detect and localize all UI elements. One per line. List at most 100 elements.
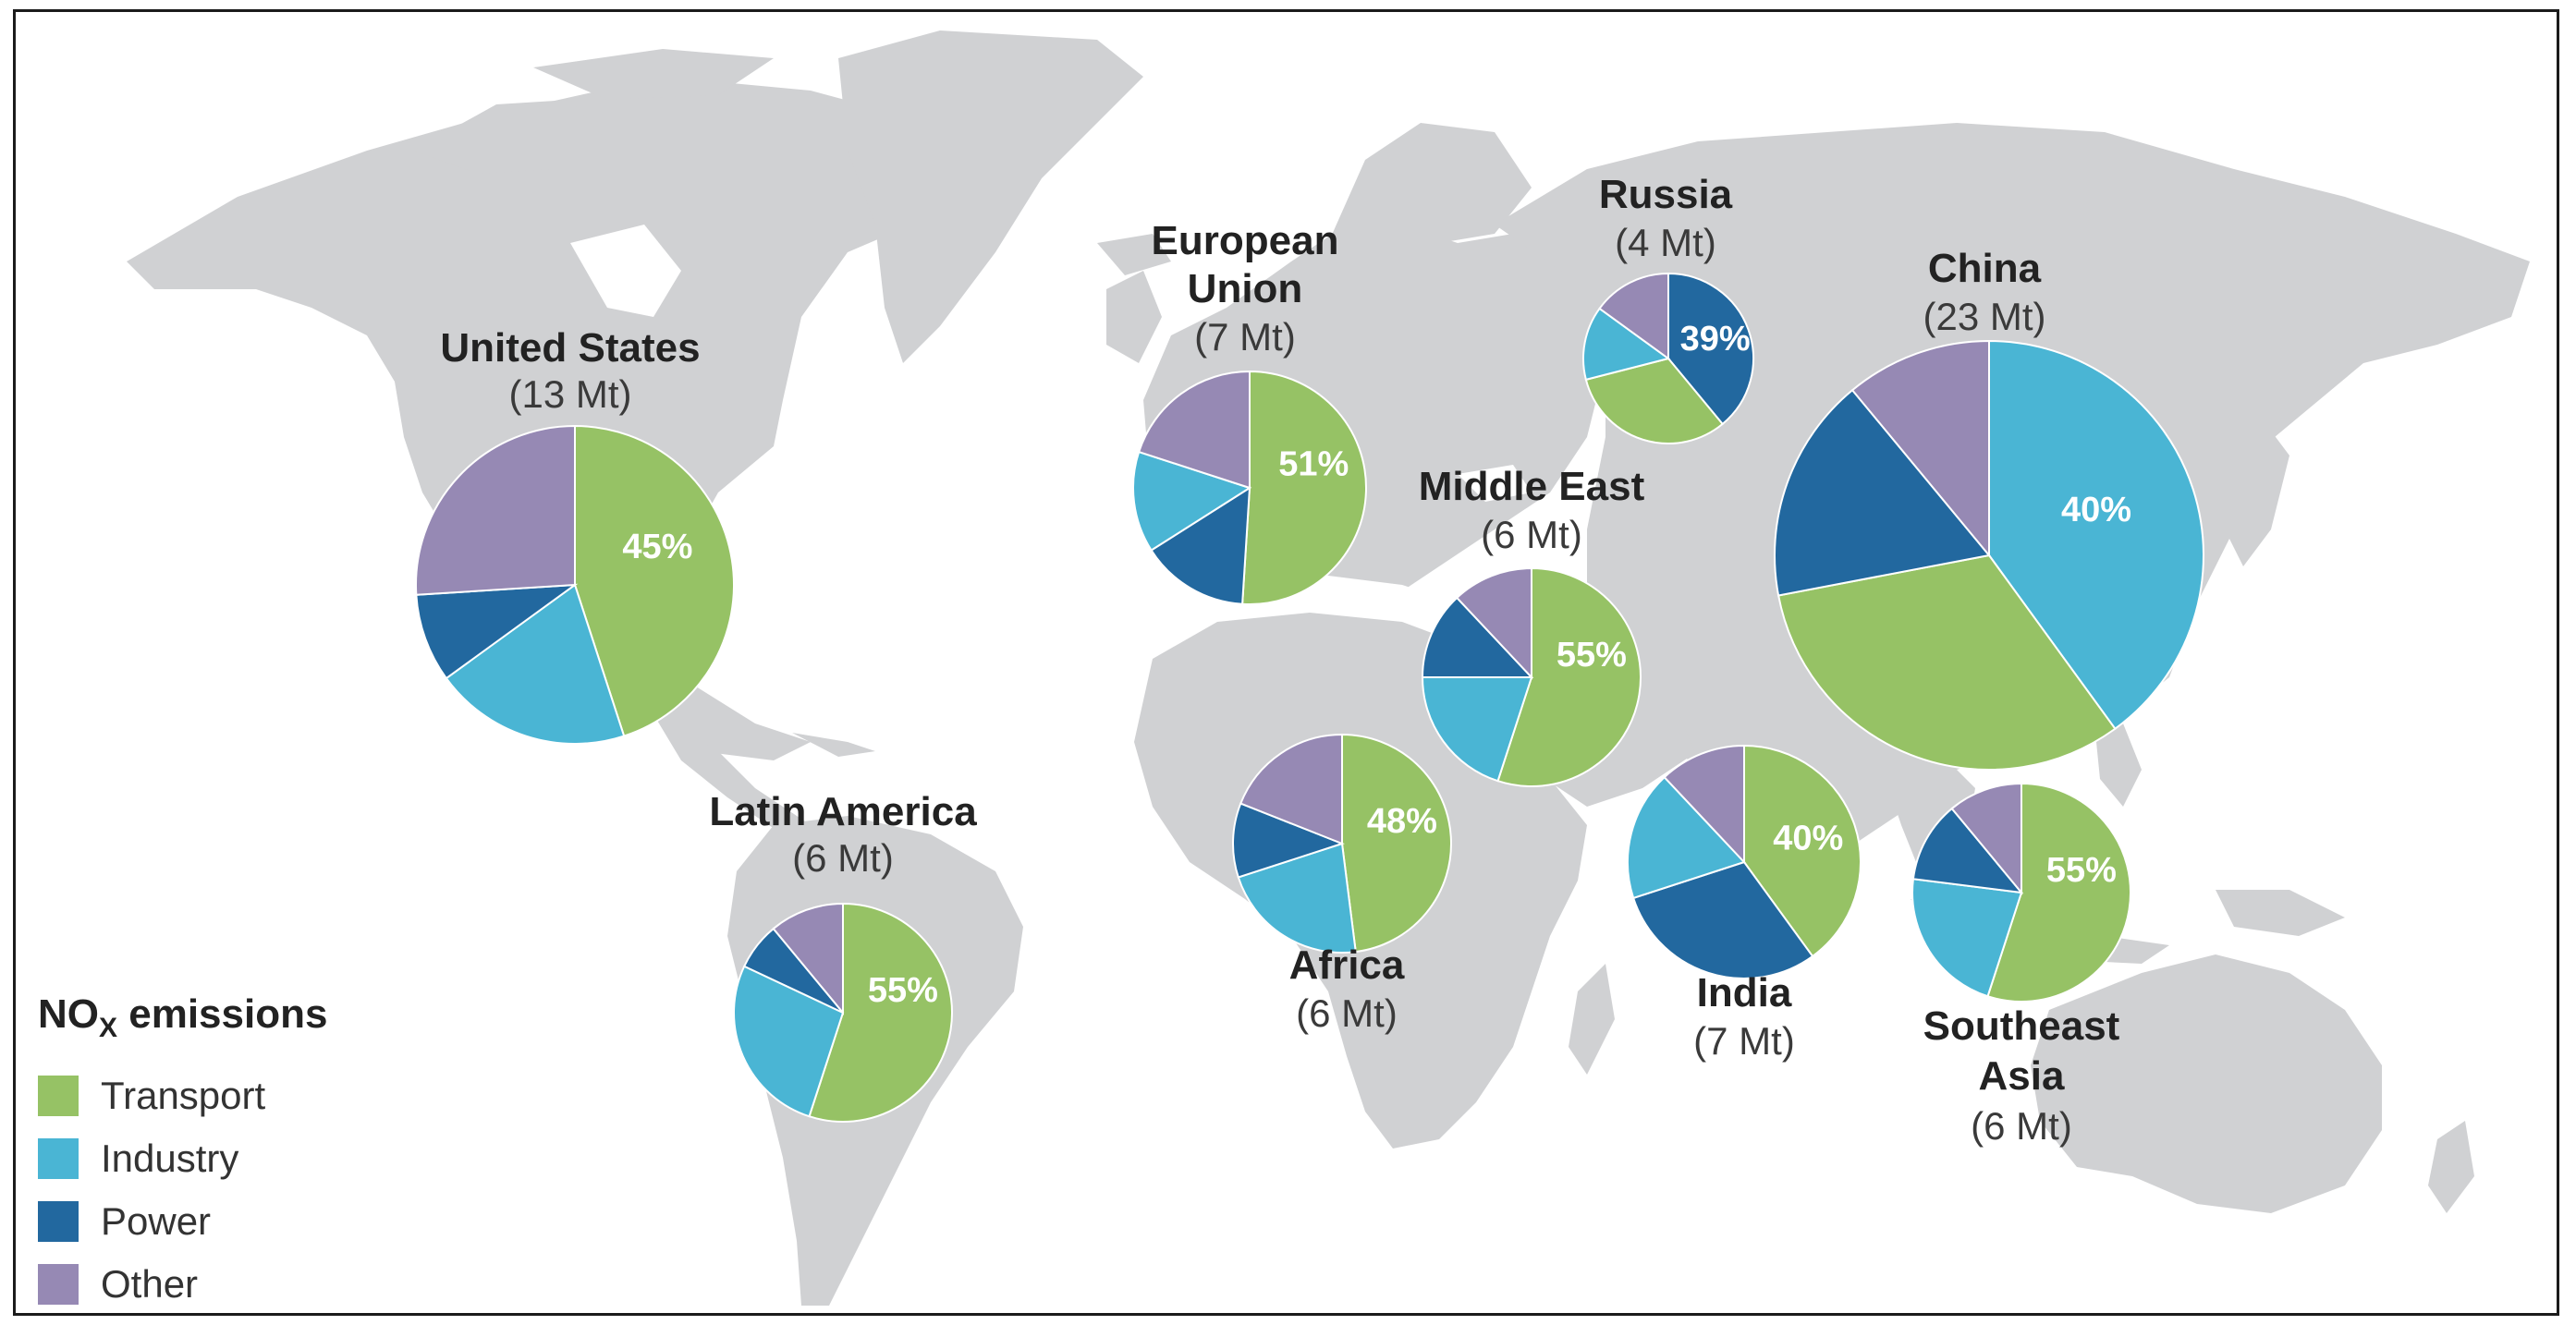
slice-southeast-asia-power	[1911, 807, 2024, 894]
map-figure: 45% United States (13 Mt) 51% European Union(…	[13, 9, 2559, 1316]
slice-european-union-industry	[1132, 450, 1252, 552]
region-amount-middle-east: (6 Mt)	[1481, 513, 1582, 556]
slice-india-industry	[1627, 775, 1746, 900]
land-philippines	[2095, 723, 2142, 807]
pct-label-africa: 48%	[1367, 802, 1437, 841]
slice-middle-east-other	[1455, 566, 1532, 680]
pct-label-latin-america: 55%	[868, 971, 938, 1010]
slice-united-states-transport	[574, 424, 736, 737]
pct-label-united-states: 45%	[622, 528, 692, 566]
slice-latin-america-industry	[733, 965, 845, 1118]
land-iceland	[1097, 234, 1171, 275]
legend-swatch-power	[38, 1200, 79, 1242]
slice-united-states-power	[415, 583, 579, 680]
pct-label-southeast-asia: 55%	[2046, 851, 2117, 890]
region-name-european-union-line1: European	[1152, 218, 1339, 263]
water-hudson-bay	[570, 225, 681, 317]
legend-item-other: Other	[38, 1253, 327, 1313]
slice-southeast-asia-other	[1950, 782, 2022, 895]
slice-china-industry	[1988, 339, 2204, 731]
slice-middle-east-industry	[1421, 676, 1533, 783]
pct-label-european-union: 51%	[1278, 444, 1349, 483]
region-amount-latin-america: (6 Mt)	[792, 836, 894, 880]
pie-india: 40% India(7 Mt)	[1627, 744, 1862, 1063]
slice-latin-america-transport	[808, 902, 954, 1123]
slice-africa-other	[1239, 733, 1343, 845]
legend-label-industry: Industry	[101, 1136, 239, 1180]
slice-russia-power	[1667, 272, 1754, 426]
pie-africa: 48% Africa(6 Mt)	[1232, 733, 1452, 1035]
legend-title-main: NO	[38, 991, 99, 1037]
legend-item-industry: Industry	[38, 1127, 327, 1190]
slice-middle-east-power	[1421, 596, 1534, 678]
region-name-middle-east: Middle East	[1419, 464, 1645, 509]
slice-india-power	[1631, 860, 1814, 979]
slice-united-states-industry	[445, 583, 626, 745]
pie-russia: 39% Russia(4 Mt)	[1582, 172, 1754, 444]
pie-layer: 45%United States(13 Mt)51%EuropeanUnion(…	[415, 172, 2204, 1148]
slice-china-other	[1850, 339, 1990, 558]
slice-africa-power	[1232, 802, 1345, 879]
region-amount-india: (7 Mt)	[1693, 1019, 1795, 1063]
pct-label-russia: 39%	[1680, 320, 1751, 359]
region-amount-russia: (4 Mt)	[1615, 221, 1716, 264]
slice-china-power	[1774, 388, 1991, 597]
legend-swatch-other	[38, 1263, 79, 1305]
pie-united-states: 45% United States(13 Mt)	[415, 325, 736, 745]
region-amount-southeast-asia: (6 Mt)	[1971, 1104, 2072, 1148]
pct-label-middle-east: 55%	[1557, 636, 1627, 675]
slice-southeast-asia-transport	[1986, 782, 2132, 1003]
region-amount-china: (23 Mt)	[1923, 295, 2045, 338]
region-name-united-states: United States	[440, 325, 700, 371]
legend-item-power: Power	[38, 1190, 327, 1253]
region-name-china: China	[1928, 246, 2042, 291]
legend-title-rest: emissions	[117, 991, 328, 1037]
region-name-southeast-asia-line1: Southeast	[1923, 1003, 2120, 1049]
slice-india-transport	[1743, 744, 1862, 958]
slice-latin-america-other	[772, 902, 844, 1015]
land-madagascar	[1569, 964, 1615, 1075]
land-australia	[2031, 954, 2382, 1213]
land-caribbean	[792, 733, 875, 757]
land-canadian-islands	[533, 49, 774, 100]
pct-label-china: 40%	[2061, 491, 2131, 529]
slice-russia-industry	[1582, 307, 1671, 382]
legend-swatch-transport	[38, 1075, 79, 1116]
region-name-india: India	[1697, 970, 1792, 1015]
slice-africa-industry	[1237, 842, 1357, 954]
slice-middle-east-transport	[1496, 566, 1642, 787]
region-name-africa: Africa	[1289, 942, 1405, 988]
legend-label-other: Other	[101, 1261, 199, 1306]
slice-russia-other	[1598, 272, 1669, 360]
land-greenland	[838, 30, 1143, 363]
water-black-sea	[1458, 465, 1532, 502]
land-new-zealand	[2428, 1121, 2474, 1213]
slice-russia-transport	[1584, 357, 1725, 444]
legend-swatch-industry	[38, 1137, 79, 1179]
pct-label-india: 40%	[1773, 819, 1843, 857]
legend-title: NOX emissions	[38, 991, 327, 1044]
land-north-america	[127, 77, 995, 760]
slice-european-union-power	[1150, 486, 1251, 605]
region-name-southeast-asia-line2: Asia	[1979, 1053, 2065, 1099]
legend-item-transport: Transport	[38, 1064, 327, 1127]
land-canadian-arctic	[413, 100, 607, 174]
region-amount-european-union: (7 Mt)	[1194, 315, 1296, 359]
legend: NOX emissions Transport Industry Power O…	[38, 991, 327, 1313]
region-amount-united-states: (13 Mt)	[508, 372, 631, 416]
legend-label-power: Power	[101, 1198, 212, 1243]
region-name-european-union-line2: Union	[1188, 266, 1303, 311]
region-amount-africa: (6 Mt)	[1296, 991, 1398, 1035]
world-map: 45%United States(13 Mt)51%EuropeanUnion(…	[127, 30, 2530, 1306]
land-scandinavia	[1328, 123, 1532, 280]
slice-china-transport	[1776, 553, 2117, 771]
slice-southeast-asia-industry	[1911, 878, 2023, 998]
region-name-russia: Russia	[1599, 172, 1733, 217]
slice-european-union-other	[1137, 370, 1251, 490]
slice-european-union-transport	[1241, 370, 1367, 605]
land-new-guinea	[2216, 890, 2345, 936]
legend-title-subscript: X	[99, 1012, 118, 1043]
slice-india-other	[1663, 744, 1745, 865]
